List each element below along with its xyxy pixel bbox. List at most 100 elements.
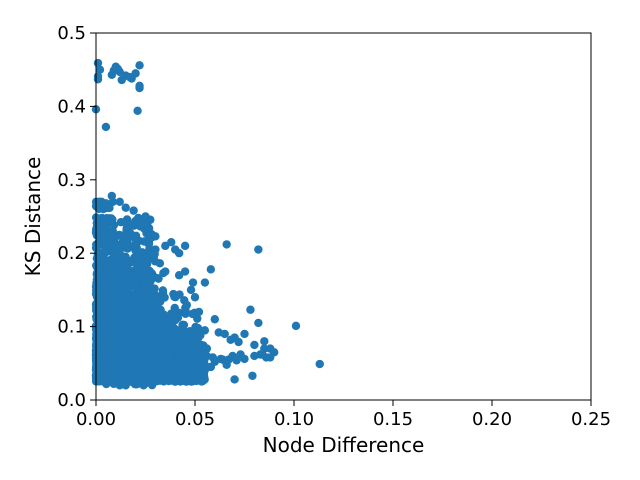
scatter-point [133,293,142,303]
scatter-point [200,326,210,335]
scatter-point [97,298,106,308]
scatter-point [138,329,147,338]
scatter-point [254,245,263,254]
y-tick-label: 0.5 [57,23,86,44]
scatter-point [180,241,190,251]
scatter-point [220,329,229,339]
scatter-point [125,271,134,280]
scatter-point [95,65,105,74]
scatter-point [171,337,180,346]
scatter-point [99,344,109,353]
scatter-point [178,355,188,364]
scatter-point [246,305,255,314]
x-tick-label: 0.25 [571,409,611,430]
scatter-point [147,300,156,309]
scatter-point [151,245,160,254]
scatter-point [260,337,269,346]
scatter-point [93,351,103,361]
scatter-point [101,234,111,243]
scatter-point [173,313,183,322]
scatter-point [266,353,275,362]
scatter-point [123,293,132,302]
scatter-point [127,351,136,361]
scatter-point [159,359,168,368]
x-axis-label: Node Difference [263,433,425,457]
scatter-point [135,61,144,70]
scatter-point [182,364,192,374]
scatter-point [137,307,146,317]
scatter-point [194,359,204,368]
y-tick-label: 0.2 [57,243,86,264]
scatter-point [141,219,150,229]
scatter-point [133,315,142,324]
scatter-point [134,365,144,374]
scatter-point [190,366,200,375]
scatter-point [113,256,122,265]
scatter-point [143,351,152,361]
scatter-point [291,321,301,331]
x-tick-label: 0.05 [175,409,215,430]
scatter-point [101,122,111,132]
scatter-point [254,318,263,328]
scatter-point [121,203,130,212]
scatter-point [131,271,140,280]
scatter-point [180,267,190,276]
scatter-point [117,344,126,353]
scatter-point [202,362,212,372]
scatter-point [200,278,210,287]
scatter-point [94,204,104,214]
scatter-point [174,362,184,372]
scatter-point [121,285,130,294]
scatter-point [131,278,140,287]
scatter-point [111,276,120,286]
scatter-point [240,354,249,364]
scatter-point [161,267,170,276]
scatter-point [93,72,103,81]
scatter-point [116,217,126,227]
scatter-point [143,293,152,302]
scatter-point [115,197,124,207]
x-tick-label: 0.15 [373,409,413,430]
scatter-point [230,375,239,384]
scatter-point [113,351,122,361]
scatter-point [188,278,198,287]
scatter-point [187,377,196,386]
scatter-point [250,351,259,361]
scatter-point [167,237,176,247]
scatter-point [97,322,107,331]
scatter-point [170,292,179,301]
scatter-point [109,359,119,368]
scatter-point [117,322,126,331]
scatter-point [98,276,107,286]
y-tick-label: 0.3 [57,170,86,191]
scatter-point [232,356,241,365]
scatter-point [113,64,122,74]
y-tick-label: 0.4 [57,96,86,117]
scatter-point [190,293,200,302]
scatter-point [125,329,134,339]
scatter-point [127,307,136,317]
x-axis-ticks: 0.00 0.05 0.10 0.15 0.20 0.25 [76,400,611,430]
scatter-point [111,286,120,296]
scatter-point [99,219,109,229]
scatter-point [141,212,150,221]
scatter-point [129,322,138,331]
scatter-point [92,333,102,342]
scatter-point [109,300,119,309]
y-axis-ticks: 0.0 0.1 0.2 0.3 0.4 0.5 [57,23,96,411]
scatter-point [155,307,164,317]
scatter-point [135,339,144,348]
scatter-point [123,256,132,265]
scatter-point [107,191,117,201]
scatter-point [133,106,142,116]
scatter-point [121,337,130,346]
scatter-point [202,344,212,353]
scatter-point [115,241,124,251]
scatter-point [133,253,142,262]
scatter-point [151,355,160,364]
scatter-point [107,226,117,236]
scatter-point [95,266,105,276]
scatter-point [140,258,150,268]
scatter-point [200,351,210,361]
